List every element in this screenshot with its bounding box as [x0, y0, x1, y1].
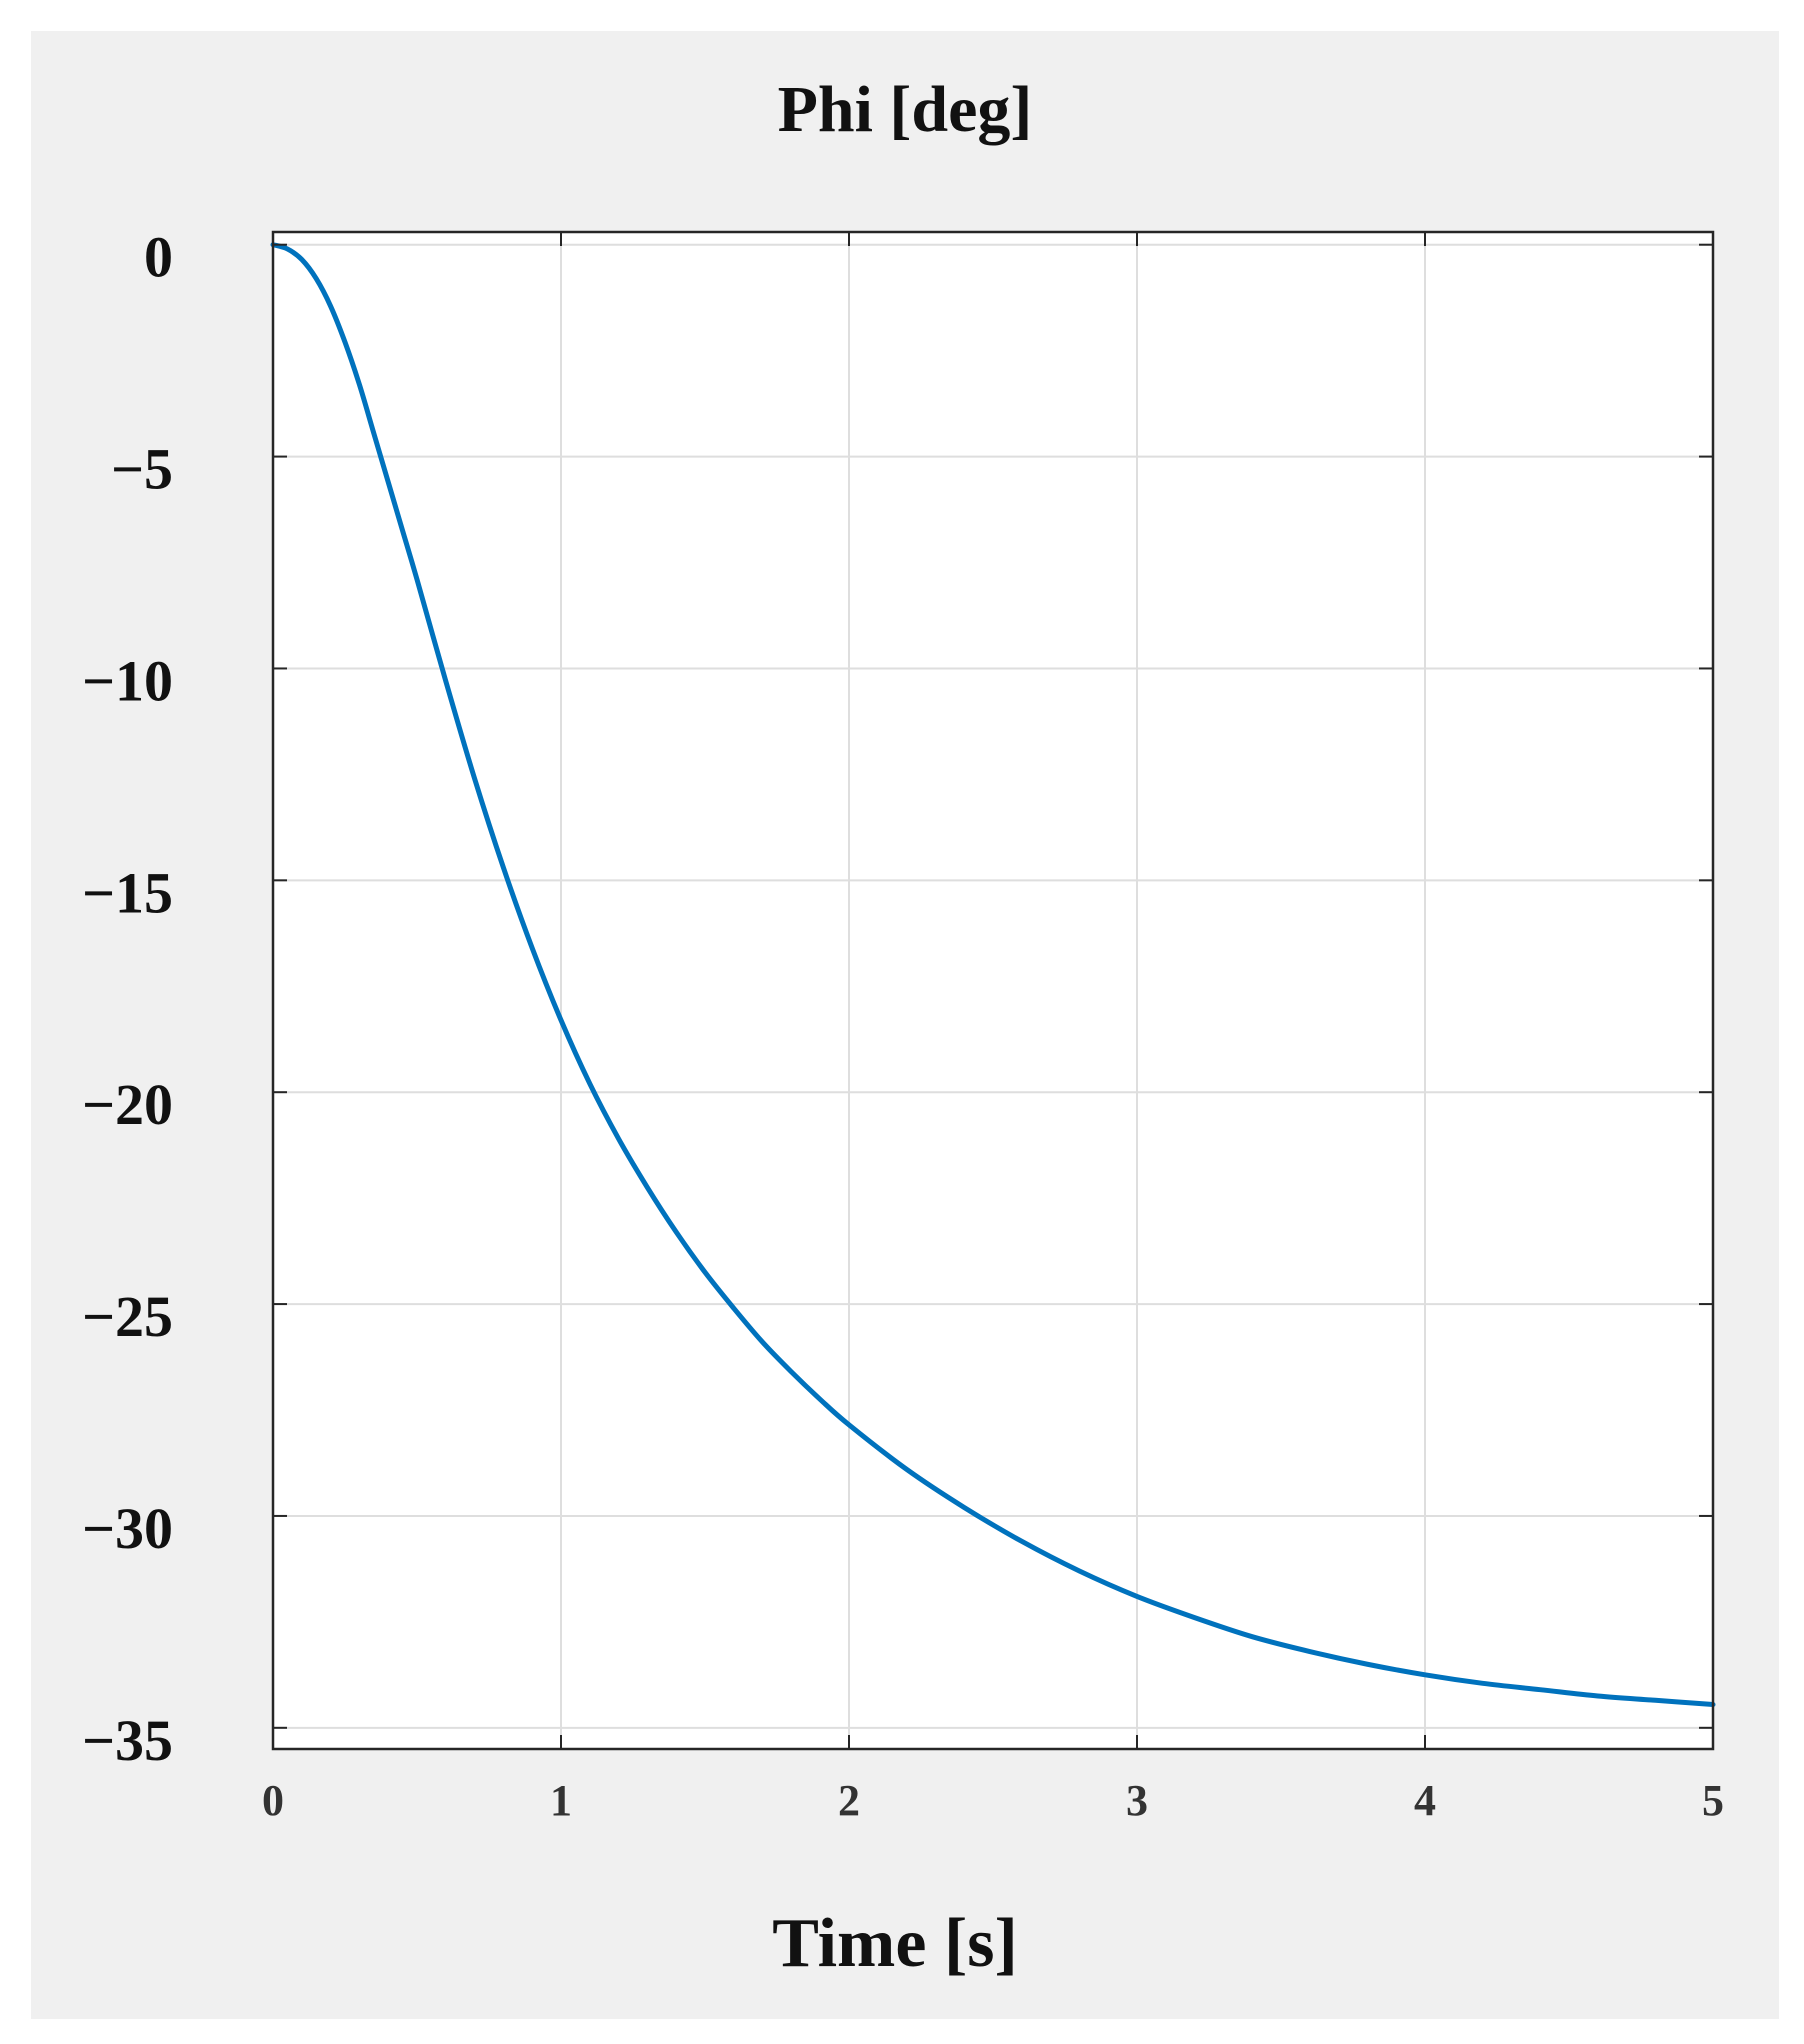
plot-area [273, 232, 1713, 1749]
y-tick-label: −5 [111, 437, 173, 502]
y-tick-labels: 0 −5 −10 −15 −20 −25 −30 −35 [82, 225, 173, 1773]
y-tick-label: −30 [82, 1496, 173, 1561]
chart-title: Phi [deg] [778, 73, 1033, 146]
line-chart: Phi [deg] 0 −5 −10 −15 −20 −25 −30 −35 0 1 2 3 4 5 T… [82, 73, 1724, 1982]
grid-lines [273, 232, 1713, 1749]
y-tick-label: −20 [82, 1072, 173, 1137]
x-tick-label: 5 [1702, 1776, 1724, 1825]
series-line [270, 242, 1716, 1708]
y-tick-label: −25 [82, 1284, 173, 1349]
x-axis-label: Time [s] [772, 1905, 1018, 1982]
x-tick-label: 3 [1126, 1776, 1148, 1825]
tick-marks [272, 232, 1714, 1749]
x-tick-label: 2 [838, 1776, 860, 1825]
axes-box [271, 230, 1715, 1751]
y-tick-label: −35 [82, 1708, 173, 1773]
figure-panel: Phi [deg] 0 −5 −10 −15 −20 −25 −30 −35 0 1 2 3 4 5 T… [31, 31, 1779, 2019]
y-tick-label: −10 [82, 648, 173, 713]
x-tick-label: 0 [262, 1776, 284, 1825]
x-tick-label: 1 [550, 1776, 572, 1825]
x-tick-labels: 0 1 2 3 4 5 [262, 1776, 1724, 1825]
y-tick-label: 0 [144, 225, 173, 290]
series-layer [270, 242, 1716, 1708]
x-tick-label: 4 [1414, 1776, 1436, 1825]
y-tick-label: −15 [82, 860, 173, 925]
